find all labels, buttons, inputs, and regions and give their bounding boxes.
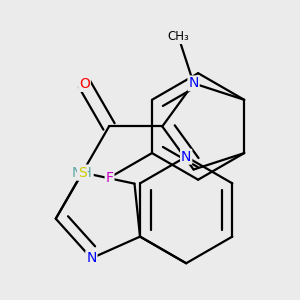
Text: S: S <box>78 166 87 180</box>
Text: N: N <box>188 76 199 90</box>
Text: NH: NH <box>72 166 93 180</box>
Text: N: N <box>86 251 97 265</box>
Text: F: F <box>106 171 114 184</box>
Text: O: O <box>79 77 90 91</box>
Text: N: N <box>181 150 191 164</box>
Text: CH₃: CH₃ <box>168 30 189 43</box>
